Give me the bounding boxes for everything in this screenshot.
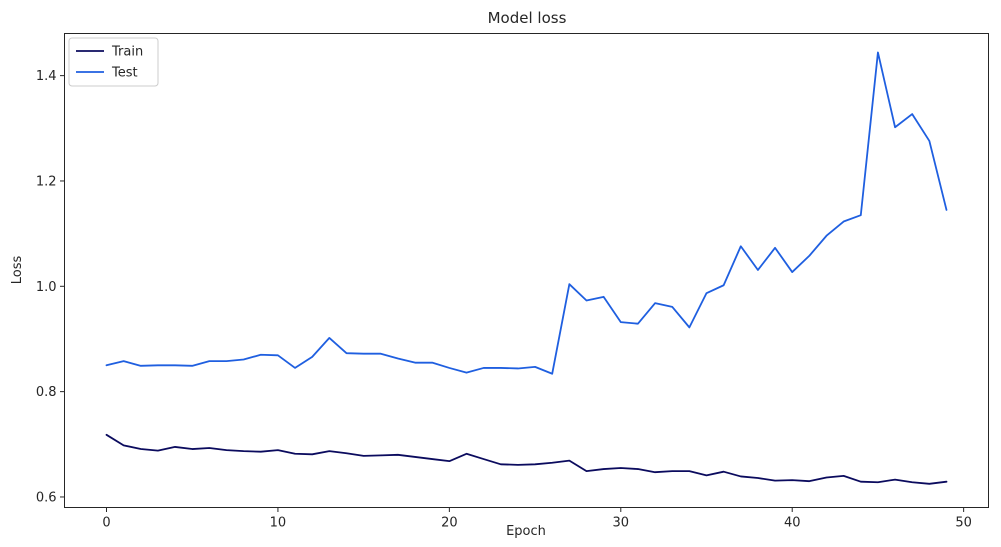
y-axis-label: Loss	[10, 256, 25, 285]
y-tick-label: 0.6	[36, 490, 57, 505]
y-tick-label: 1.0	[36, 280, 57, 295]
x-axis-label: Epoch	[506, 524, 546, 539]
x-tick-label: 40	[784, 516, 801, 531]
x-tick-label: 50	[955, 516, 972, 531]
series-line-train	[105, 433, 948, 485]
x-tick-label: 0	[102, 516, 110, 531]
x-tick-label: 20	[441, 516, 458, 531]
y-tick-label: 1.4	[36, 69, 57, 84]
y-tick-label: 0.8	[36, 385, 57, 400]
legend-label-train: Train	[111, 45, 143, 60]
legend: Train Test	[68, 37, 159, 87]
legend-label-test: Test	[111, 66, 138, 81]
y-tick-label: 1.2	[36, 174, 57, 189]
x-tick-label: 10	[270, 516, 287, 531]
plot-area	[105, 51, 948, 485]
series-line-test	[105, 51, 948, 375]
y-axis-ticks: 0.6 0.8 1.0 1.2 1.4	[36, 69, 65, 505]
axes-frame	[64, 33, 989, 508]
x-axis-ticks: 0 10 20 30 40 50	[102, 507, 972, 531]
x-tick-label: 30	[613, 516, 630, 531]
legend-box	[68, 37, 159, 87]
chart-title: Model loss	[488, 9, 567, 27]
